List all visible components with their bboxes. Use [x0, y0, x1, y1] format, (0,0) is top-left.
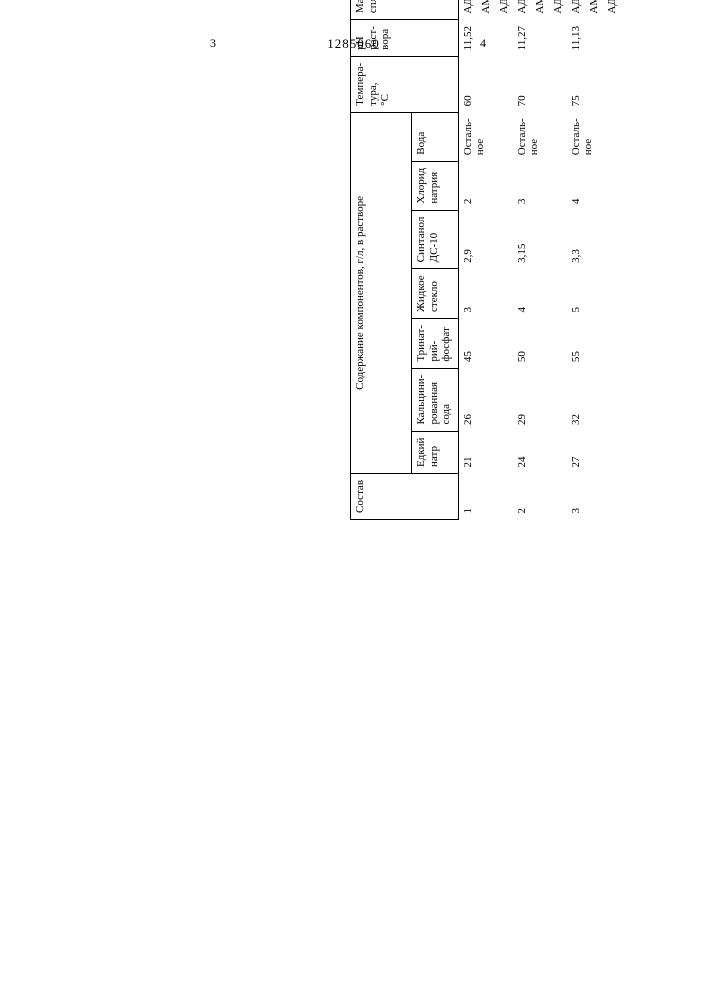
col-sostav: Состав [351, 473, 459, 519]
cell: 50 [513, 319, 567, 369]
cell-alloy: АД31 [495, 0, 513, 20]
col-kalc-soda: Кальцини- рованная сода [412, 368, 459, 431]
cell-water: Осталь- ное [459, 112, 514, 161]
cell: 4 [567, 161, 621, 210]
cell-water: Осталь- ное [567, 112, 621, 161]
cell-alloy: АД1 [459, 0, 478, 20]
cell-alloy: АМг5 [585, 0, 603, 20]
col-ph: pH раст- вора [351, 20, 459, 57]
cell-alloy: АМг5 [531, 0, 549, 20]
colgroup-components: Содержание компонентов, г/л, в растворе [351, 112, 412, 473]
col-voda: Вода [412, 112, 459, 161]
col-sintanol: Синтанол ДС-10 [412, 210, 459, 269]
cell-temp: 70 [513, 56, 567, 112]
cell: 3,3 [567, 210, 621, 269]
cell-alloy: АД31 [549, 0, 567, 20]
cell-ph: 11,13 [567, 20, 621, 57]
cell: 3,15 [513, 210, 567, 269]
col-temperature: Темпера- тура, °С [351, 56, 459, 112]
cell-temp: 60 [459, 56, 514, 112]
cell: 3 [513, 161, 567, 210]
table-row: 2 24 29 50 4 3,15 3 Осталь- ное 70 11,27… [513, 0, 531, 520]
cell-ph: 11,27 [513, 20, 567, 57]
data-table: Состав Содержание компонентов, г/л, в ра… [350, 0, 621, 520]
cell-temp: 75 [567, 56, 621, 112]
cell: 2 [459, 161, 514, 210]
table-row: 1 21 26 45 3 2,9 2 Осталь- ное 60 11,52 … [459, 0, 478, 520]
cell: 5 [567, 269, 621, 319]
cell: 24 [513, 431, 567, 473]
col-edkiy-natr: Едкий натр [412, 431, 459, 473]
cell: 32 [567, 368, 621, 431]
cell-alloy: АД31 [603, 0, 621, 20]
cell: 3 [459, 269, 514, 319]
cell-num: 1 [459, 473, 514, 519]
cell-alloy: АД1 [567, 0, 585, 20]
col-chlorid-natriya: Хлорид натрия [412, 161, 459, 210]
cell: 55 [567, 319, 621, 369]
cell: 27 [567, 431, 621, 473]
cell: 2,9 [459, 210, 514, 269]
cell-alloy: АМг5 [477, 0, 495, 20]
cell: 26 [459, 368, 514, 431]
cell-water: Осталь- ное [513, 112, 567, 161]
cell: 45 [459, 319, 514, 369]
col-alloy: Марка сплава [351, 0, 459, 20]
cell-alloy: АД1 [513, 0, 531, 20]
cell: 4 [513, 269, 567, 319]
cell-num: 2 [513, 473, 567, 519]
cell: 21 [459, 431, 514, 473]
cell: 29 [513, 368, 567, 431]
col-zhidkoe-steklo: Жидкое стекло [412, 269, 459, 319]
table-row: 3 27 32 55 5 3,3 4 Осталь- ное 75 11,13 … [567, 0, 585, 520]
rotated-table-wrapper: Состав Содержание компонентов, г/л, в ра… [350, 0, 621, 520]
cell-num: 3 [567, 473, 621, 519]
cell-ph: 11,52 [459, 20, 514, 57]
col-trinatriy: Тринат- рий- фосфат [412, 319, 459, 369]
